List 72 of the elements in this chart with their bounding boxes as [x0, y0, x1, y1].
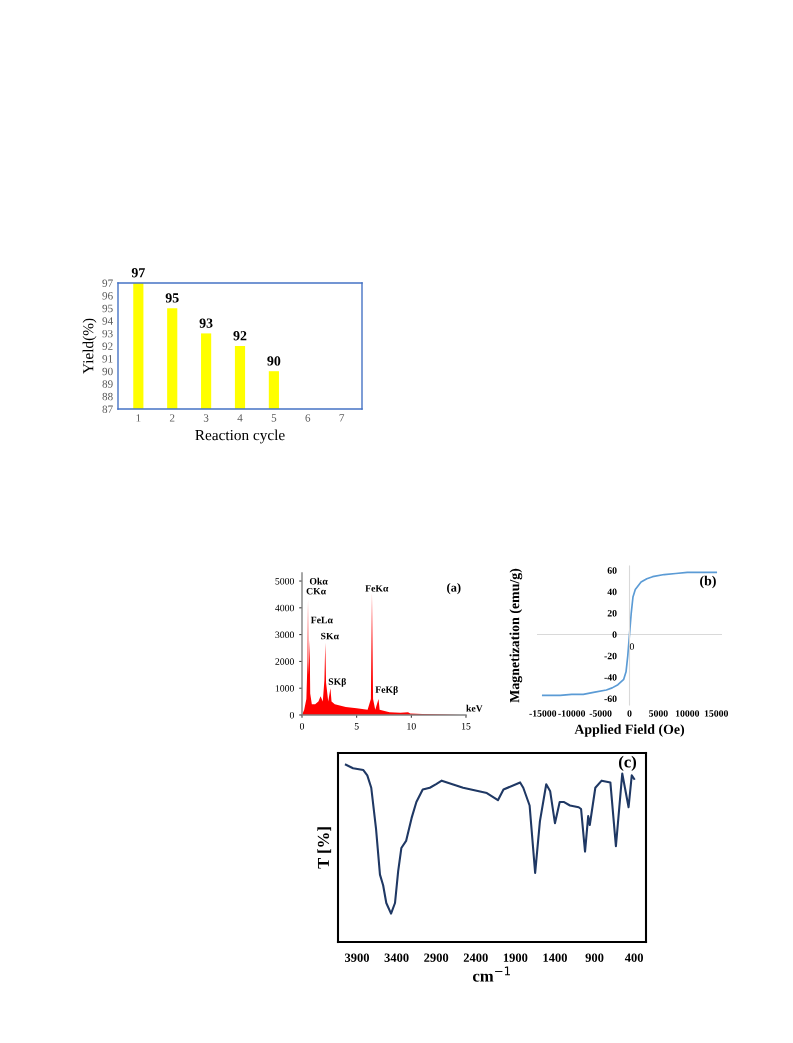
- y-tick-label: 94: [102, 317, 113, 325]
- y-tick-label: 88: [102, 392, 113, 401]
- x-axis-title: cm$^{−1}$: [472, 966, 510, 982]
- y-tick-label: 90: [102, 367, 113, 376]
- data-label: 97: [131, 268, 145, 278]
- data-label: 90: [267, 356, 281, 366]
- y-tick-label: 96: [102, 292, 113, 300]
- x-tick-label: 1: [136, 414, 141, 422]
- x-tick-label: 2: [169, 414, 175, 422]
- y-axis-title: T [%]: [317, 827, 332, 869]
- x-tick-label: 0: [627, 710, 632, 717]
- x-tick-label: 7: [339, 414, 345, 422]
- y-tick-label: 5000: [275, 577, 294, 585]
- y-tick-label: 87: [102, 405, 113, 413]
- x-axis-title: Reaction cycle: [195, 429, 285, 444]
- y-tick-label: 3000: [275, 631, 294, 639]
- y-tick-label: 40: [607, 588, 617, 596]
- y-tick-label: -60: [604, 695, 617, 703]
- x-tick-label: -5000: [589, 710, 612, 717]
- y-tick-label: 4000: [275, 604, 294, 612]
- annotation: SKα: [321, 632, 339, 640]
- annotation: (b): [700, 575, 716, 589]
- x-tick-label: 2400: [463, 953, 488, 962]
- x-tick-label: 5: [271, 414, 277, 422]
- x-tick-label: 3900: [344, 953, 370, 962]
- x-axis-title: Applied Field (Oe): [574, 724, 685, 737]
- annotation: FeKβ: [375, 685, 398, 695]
- annotation: FeLα: [310, 616, 333, 624]
- annotation: (a): [447, 582, 461, 595]
- y-tick-label: 60: [607, 567, 617, 574]
- x-tick-label: 1400: [543, 953, 567, 962]
- y-axis-title: Yield(%): [82, 318, 97, 374]
- y-tick-label: 2000: [275, 658, 294, 665]
- x-tick-label: 15000: [704, 710, 728, 717]
- y-tick-label: 92: [102, 342, 113, 350]
- annotation: (c): [618, 755, 637, 771]
- data-label: 93: [199, 318, 213, 328]
- y-tick-label: -20: [604, 652, 617, 660]
- x-tick-label: 5000: [649, 710, 668, 717]
- x-tick-label: 5: [354, 723, 359, 730]
- annotation: CKα: [306, 587, 327, 595]
- x-tick-label: 10000: [675, 710, 700, 717]
- x-tick-label: 400: [624, 953, 644, 962]
- x-tick-label: 4: [237, 414, 243, 422]
- x-tick-label: 10: [407, 722, 416, 730]
- annotation: Okα: [309, 577, 328, 585]
- y-tick-label: -40: [604, 674, 617, 681]
- x-tick-label: -10000: [558, 710, 586, 717]
- annotation: SKβ: [328, 677, 346, 687]
- x-tick-label: 15: [461, 722, 471, 730]
- x-axis-title: keV: [466, 704, 483, 712]
- y-tick-label: 97: [102, 279, 113, 287]
- data-label: 92: [233, 331, 247, 341]
- annotation: FeKα: [365, 585, 389, 592]
- x-tick-label: 3: [203, 414, 209, 422]
- y-tick-label: 91: [102, 355, 113, 363]
- y-tick-label: 89: [102, 380, 113, 388]
- x-tick-label: 900: [585, 953, 604, 962]
- x-tick-label: 3400: [384, 953, 409, 962]
- x-tick-label: -15000: [529, 710, 557, 717]
- x-tick-label: 6: [305, 414, 311, 422]
- y-tick-label: 1000: [275, 685, 294, 692]
- y-axis-title: Magnetization (emu/g): [509, 568, 523, 703]
- y-tick-label: 93: [102, 329, 113, 338]
- y-tick-label: 20: [607, 609, 617, 617]
- annotation: 0: [629, 643, 634, 650]
- data-label: 95: [165, 293, 179, 303]
- y-tick-label: 95: [102, 304, 113, 313]
- x-tick-label: 1900: [503, 953, 528, 962]
- x-tick-label: 0: [299, 722, 305, 730]
- y-tick-label: 0: [612, 631, 617, 638]
- x-tick-label: 2900: [424, 953, 449, 962]
